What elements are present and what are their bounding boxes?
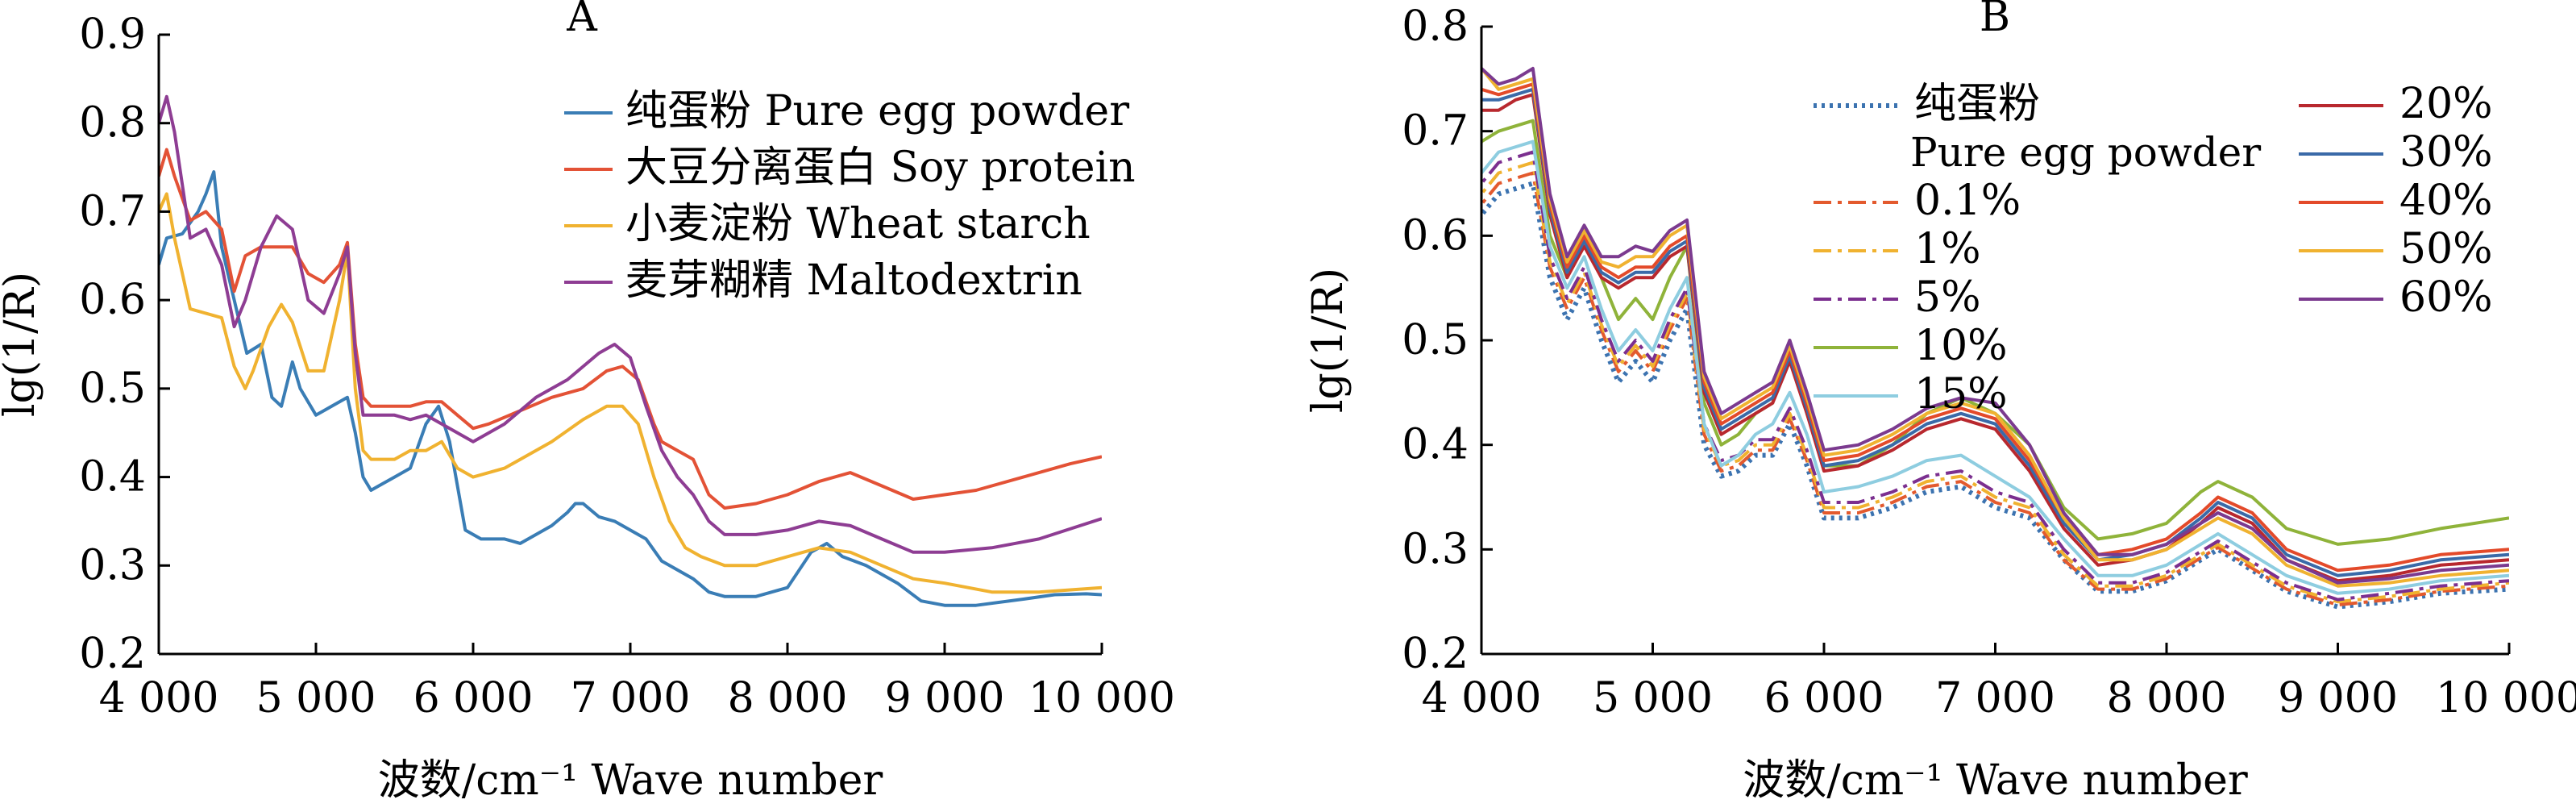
x-tick-label: 4 000 — [99, 674, 219, 723]
series-line-2 — [159, 192, 1102, 594]
series-line-3 — [1481, 150, 2509, 602]
x-tick-label: 10 000 — [1028, 674, 1175, 723]
series-line-0 — [1481, 181, 2509, 610]
legend-label: 麦芽糊精 Maltodextrin — [625, 256, 1082, 305]
series-lines — [1481, 66, 2509, 610]
y-tick-label: 0.8 — [1402, 2, 1469, 51]
y-tick-label: 0.4 — [79, 453, 146, 502]
y-axis-label: lg(1/R) — [0, 272, 44, 417]
x-tick-label: 7 000 — [571, 674, 691, 723]
x-tick-label: 4 000 — [1422, 674, 1542, 723]
panel-label: A — [566, 0, 598, 41]
y-tick-label: 0.7 — [1402, 107, 1469, 156]
x-tick-label: 8 000 — [728, 674, 848, 723]
legend-label: 大豆分离蛋白 Soy protein — [625, 144, 1136, 192]
x-tick-label: 9 000 — [885, 674, 1005, 723]
legend-label: 20% — [2399, 80, 2493, 128]
y-tick-label: 0.5 — [1402, 316, 1469, 364]
x-tick-label: 5 000 — [256, 674, 376, 723]
panel-a-chart: 4 000 5 000 6 000 7 000 8 000 9 000 10 000 0.2 0… — [0, 0, 1175, 805]
y-axis-label: lg(1/R) — [1304, 268, 1352, 413]
x-tick-label: 6 000 — [1764, 674, 1884, 723]
legend-label: 小麦淀粉 Wheat starch — [625, 200, 1091, 248]
x-tick-label: 5 000 — [1593, 674, 1713, 723]
x-tick-label: 10 000 — [2436, 674, 2576, 723]
y-tick-label: 0.4 — [1402, 421, 1469, 469]
x-axis-label: 波数/cm⁻¹ Wave number — [378, 756, 883, 804]
y-tick-label: 0.9 — [79, 10, 146, 59]
legend-label: 纯蛋粉 Pure egg powder — [625, 87, 1129, 135]
y-tick-label: 0.3 — [1402, 525, 1469, 573]
legend-label: 10% — [1914, 322, 2008, 370]
legend-label: 15% — [1914, 370, 2008, 419]
panel-b-chart: 4 000 5 000 6 000 7 000 8 000 9 000 10 000 0.2 0… — [1304, 0, 2576, 805]
series-line-1 — [1481, 171, 2509, 607]
legend-label: 5% — [1914, 273, 1981, 322]
series-lines — [159, 94, 1102, 607]
y-tick-label: 0.2 — [79, 630, 146, 678]
legend-label: Pure egg powder — [1910, 129, 2261, 176]
legend-label: 60% — [2399, 273, 2493, 322]
series-line-8 — [1481, 82, 2509, 573]
x-tick-label: 9 000 — [2278, 674, 2398, 723]
legend-label: 50% — [2399, 225, 2493, 273]
series-line-10 — [1481, 66, 2509, 585]
series-line-7 — [1481, 87, 2509, 577]
legend-label: 30% — [2399, 128, 2493, 177]
panel-label: B — [1980, 0, 2010, 41]
y-tick-label: 0.3 — [79, 541, 146, 589]
y-tick-label: 0.8 — [79, 99, 146, 148]
legend-label: 0.1% — [1914, 177, 2021, 225]
legend-label: 40% — [2399, 177, 2493, 225]
y-tick-label: 0.6 — [1402, 211, 1469, 260]
x-axis-label: 波数/cm⁻¹ Wave number — [1743, 756, 2248, 804]
x-tick-label: 6 000 — [413, 674, 534, 723]
x-tick-label: 8 000 — [2107, 674, 2227, 723]
y-tick-label: 0.2 — [1402, 630, 1469, 678]
series-line-5 — [1481, 140, 2509, 595]
series-line-2 — [1481, 160, 2509, 604]
legend-label: 纯蛋粉 — [1914, 80, 2040, 128]
series-line-6 — [1481, 93, 2509, 583]
y-tick-label: 0.6 — [79, 276, 146, 324]
legend-label: 1% — [1914, 225, 1981, 273]
series-line-1 — [159, 148, 1102, 510]
series-line-9 — [1481, 66, 2509, 588]
legend: 纯蛋粉 Pure egg powder 大豆分离蛋白 Soy protein 小麦淀… — [564, 87, 1136, 305]
series-line-3 — [159, 94, 1102, 554]
x-tick-label: 7 000 — [1935, 674, 2055, 723]
y-tick-label: 0.7 — [79, 187, 146, 235]
y-tick-label: 0.5 — [79, 364, 146, 413]
